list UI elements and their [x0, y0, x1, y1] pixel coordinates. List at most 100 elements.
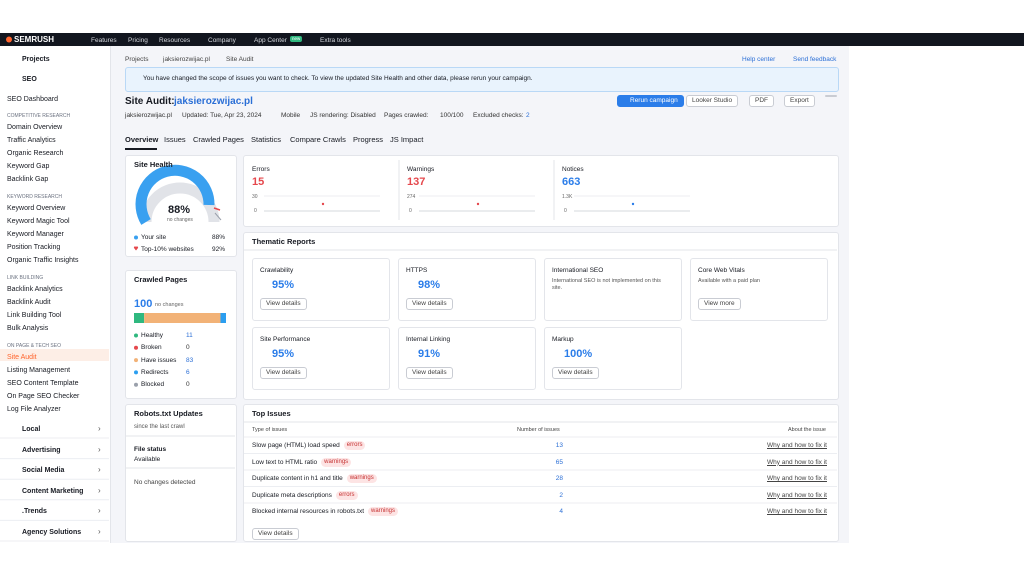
- breadcrumb[interactable]: jaksierozwijac.pl: [163, 56, 210, 63]
- mini-dot: [321, 202, 325, 206]
- logo: SEMRUSH: [14, 35, 55, 44]
- tab[interactable]: Progress: [353, 135, 384, 144]
- report-button[interactable]: View details: [406, 367, 453, 379]
- report-button[interactable]: View details: [406, 298, 453, 310]
- issue-name[interactable]: Blocked internal resources in robots.txt: [252, 508, 364, 515]
- info-text: JS rendering: Disabled: [310, 112, 376, 119]
- report-button[interactable]: View details: [552, 367, 599, 379]
- sidebar-tool[interactable]: Social Media: [22, 467, 65, 475]
- nav-item[interactable]: Extra tools: [320, 36, 351, 44]
- sidebar-item[interactable]: Keyword Magic Tool: [7, 218, 70, 225]
- issue-name[interactable]: Duplicate meta descriptions: [252, 491, 332, 499]
- sidebar-tool[interactable]: .Trends: [22, 508, 47, 516]
- issue-count: 65: [555, 458, 563, 466]
- sidebar-item[interactable]: Keyword Overview: [7, 205, 66, 212]
- sidebar-tool[interactable]: Local: [22, 426, 41, 433]
- row-name: Have issues: [141, 356, 177, 364]
- mini-axis: 30: [252, 194, 258, 200]
- sidebar-item[interactable]: Organic Traffic Insights: [7, 257, 79, 264]
- issue-count: 28: [555, 475, 563, 482]
- nav-item[interactable]: Resources: [159, 36, 191, 44]
- tab[interactable]: Overview: [125, 135, 159, 144]
- header-button[interactable]: Looker Studio: [686, 95, 739, 107]
- nav-item[interactable]: Features: [91, 36, 117, 44]
- column-head: Number of issues: [517, 427, 560, 433]
- sidebar-item[interactable]: Backlink Gap: [7, 176, 49, 183]
- issues-button[interactable]: View details: [252, 528, 299, 540]
- report-button[interactable]: View more: [698, 298, 741, 310]
- sidebar-item[interactable]: Bulk Analysis: [7, 325, 49, 332]
- tab-underline: [125, 148, 157, 150]
- gauge-track: [140, 182, 220, 223]
- issue-name[interactable]: Slow page (HTML) load speed: [252, 442, 340, 449]
- nav-item[interactable]: App Center: [254, 36, 287, 44]
- breadcrumb[interactable]: Projects: [125, 56, 149, 63]
- sidebar-tool[interactable]: Advertising: [22, 446, 61, 454]
- sidebar-item[interactable]: SEO Content Template: [7, 380, 79, 387]
- sidebar-item[interactable]: Listing Management: [7, 367, 71, 374]
- sidebar-item[interactable]: Traffic Analytics: [7, 137, 56, 144]
- sidebar-item[interactable]: Link Building Tool: [7, 312, 62, 319]
- sidebar-item[interactable]: Log File Analyzer: [7, 406, 61, 413]
- tab[interactable]: JS Impact: [390, 135, 424, 144]
- issue-link[interactable]: Why and how to fix it: [767, 491, 827, 499]
- header-button[interactable]: PDF: [749, 95, 774, 107]
- nav-item[interactable]: Company: [208, 36, 236, 44]
- report-button[interactable]: View details: [260, 367, 307, 379]
- row-value: 0: [186, 344, 190, 352]
- sidebar-item[interactable]: Position Tracking: [7, 244, 61, 251]
- tab[interactable]: Issues: [164, 135, 186, 144]
- sidebar-item[interactable]: Projects: [22, 56, 50, 63]
- report-button[interactable]: View details: [260, 298, 307, 310]
- report-card: [398, 258, 536, 321]
- legend-name: Top-10% websites: [141, 246, 194, 253]
- tab[interactable]: Crawled Pages: [193, 135, 244, 144]
- issue-count: 4: [559, 508, 563, 515]
- issue-link[interactable]: Why and how to fix it: [767, 475, 827, 482]
- sidebar-item[interactable]: Backlink Audit: [7, 299, 51, 306]
- chevron: ›: [98, 465, 101, 475]
- header-button[interactable]: Export: [784, 95, 815, 107]
- header-button[interactable]: Rerun campaign: [617, 95, 684, 107]
- report-name: Core Web Vitals: [698, 267, 745, 274]
- info-text: Pages crawled:: [384, 112, 429, 119]
- issue-link[interactable]: Why and how to fix it: [767, 508, 827, 515]
- sidebar-item[interactable]: Site Audit: [7, 354, 37, 361]
- sidebar-item[interactable]: Keyword Manager: [7, 231, 64, 238]
- gauge-arc: [135, 164, 215, 225]
- info-text: jaksierozwijac.pl: [125, 112, 172, 119]
- legend-dot: [134, 235, 138, 240]
- crawled-change: no changes: [155, 302, 184, 308]
- tab[interactable]: Compare Crawls: [290, 135, 346, 144]
- issue-name[interactable]: Duplicate content in h1 and title: [252, 475, 343, 482]
- report-text: Available with a paid plan: [698, 278, 760, 284]
- robots-status: Available: [134, 456, 161, 463]
- row-name: Redirects: [141, 368, 169, 376]
- sidebar-item[interactable]: SEO Dashboard: [7, 96, 58, 103]
- sidebar-item[interactable]: Domain Overview: [7, 124, 63, 131]
- sidebar-item[interactable]: SEO: [22, 76, 37, 83]
- issue-name[interactable]: Low text to HTML ratio: [252, 458, 318, 466]
- help-link[interactable]: Send feedback: [793, 56, 837, 63]
- row-dot: [134, 345, 138, 350]
- sidebar-tool[interactable]: Content Marketing: [22, 487, 84, 495]
- sidebar-tool[interactable]: Agency Solutions: [22, 529, 82, 536]
- metric-value: 137: [407, 176, 426, 188]
- issue-link[interactable]: Why and how to fix it: [767, 458, 827, 466]
- report-card: [252, 327, 390, 390]
- card-title: Robots.txt Updates: [134, 409, 203, 418]
- sidebar-item[interactable]: Organic Research: [7, 150, 64, 157]
- health-value: 88%: [168, 204, 191, 216]
- sidebar-item[interactable]: On Page SEO Checker: [7, 393, 80, 400]
- page-domain[interactable]: jaksierozwijac.pl: [174, 96, 253, 107]
- issue-link[interactable]: Why and how to fix it: [767, 442, 827, 449]
- issue-count: 2: [559, 491, 563, 499]
- settings-button[interactable]: [825, 95, 837, 97]
- sidebar-item[interactable]: Keyword Gap: [7, 163, 50, 170]
- tab[interactable]: Statistics: [251, 135, 282, 144]
- sidebar-item[interactable]: Backlink Analytics: [7, 286, 63, 293]
- metric-name: Notices: [562, 166, 584, 173]
- crawled-bar: [134, 313, 145, 323]
- nav-item[interactable]: Pricing: [128, 36, 148, 44]
- help-link[interactable]: Help center: [742, 56, 776, 63]
